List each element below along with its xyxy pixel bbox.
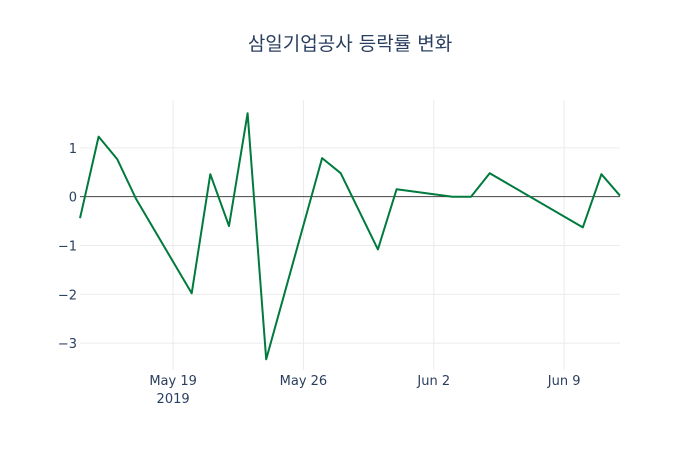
y-tick-label: −2 (58, 288, 77, 303)
x-tick-label: May 19 (149, 374, 197, 389)
y-tick-label: 1 (69, 142, 77, 157)
x-tick-label: Jun 9 (547, 374, 581, 389)
chart-title: 삼일기업공사 등락률 변화 (248, 33, 452, 55)
y-tick-label: 0 (69, 191, 77, 206)
x-tick-year-label: 2019 (157, 392, 190, 407)
x-tick-label: May 26 (280, 374, 328, 389)
y-tick-label: −3 (58, 337, 77, 352)
x-tick-label: Jun 2 (416, 374, 450, 389)
y-tick-label: −1 (58, 239, 77, 254)
series-line (79, 112, 621, 361)
